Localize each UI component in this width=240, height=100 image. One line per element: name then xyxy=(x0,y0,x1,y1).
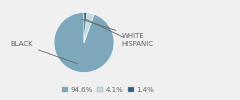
Text: HISPANIC: HISPANIC xyxy=(86,19,154,47)
Legend: 94.6%, 4.1%, 1.4%: 94.6%, 4.1%, 1.4% xyxy=(59,84,157,95)
Wedge shape xyxy=(54,12,114,72)
Text: BLACK: BLACK xyxy=(10,41,78,64)
Wedge shape xyxy=(84,12,87,42)
Text: WHITE: WHITE xyxy=(82,19,144,39)
Wedge shape xyxy=(84,13,94,42)
